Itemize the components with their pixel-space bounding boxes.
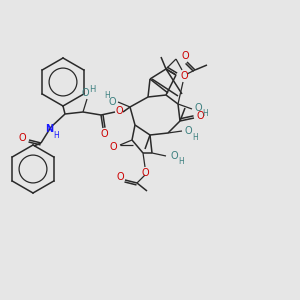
Text: H: H	[192, 133, 198, 142]
Text: O: O	[170, 151, 178, 161]
Text: O: O	[100, 129, 108, 139]
Text: H: H	[202, 110, 208, 118]
Text: O: O	[180, 71, 188, 81]
Text: H: H	[89, 85, 95, 94]
Text: N: N	[45, 124, 53, 134]
Text: O: O	[194, 103, 202, 113]
Text: O: O	[81, 88, 89, 98]
Text: O: O	[184, 126, 192, 136]
Text: O: O	[109, 142, 117, 152]
Text: O: O	[196, 111, 204, 121]
Text: O: O	[115, 106, 123, 116]
Text: H: H	[104, 92, 110, 100]
Text: O: O	[141, 168, 149, 178]
Text: O: O	[181, 51, 189, 61]
Text: H: H	[53, 130, 59, 140]
Text: O: O	[18, 133, 26, 143]
Text: O: O	[116, 172, 124, 182]
Text: H: H	[178, 157, 184, 166]
Text: O: O	[108, 97, 116, 107]
